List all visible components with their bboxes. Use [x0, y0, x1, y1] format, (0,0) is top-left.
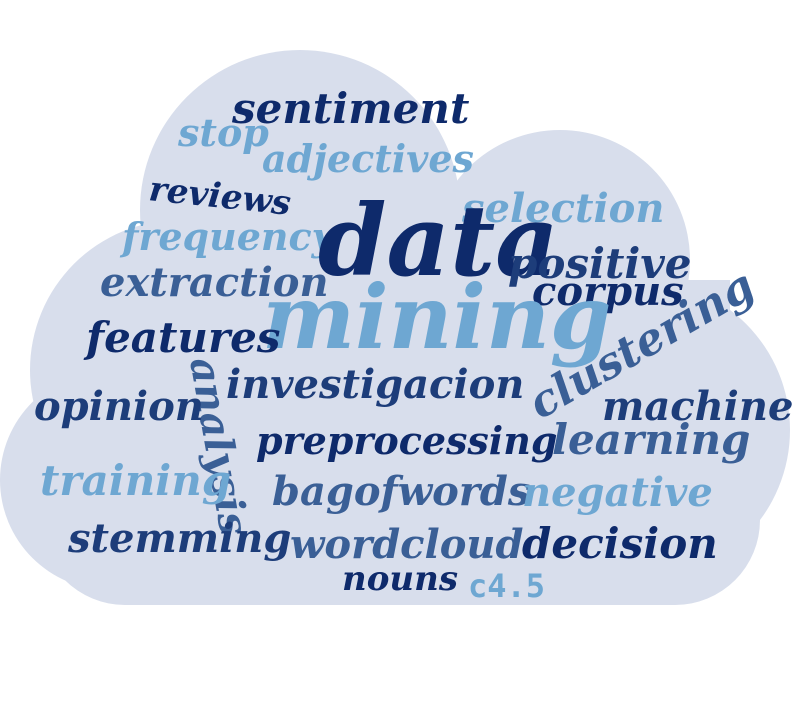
word-selection: selection	[461, 185, 664, 232]
word-wordcloud: wordcloud	[290, 521, 523, 568]
word-stemming: stemming	[67, 515, 291, 562]
word-bagofwords: bagofwords	[272, 468, 530, 515]
word-opinion: opinion	[34, 383, 204, 430]
words: sentiment stop adjectives reviews select…	[34, 84, 793, 605]
word-extraction: extraction	[100, 259, 329, 306]
word-sentiment: sentiment	[231, 84, 469, 133]
word-stop: stop	[177, 110, 269, 155]
word-positive: positive	[508, 239, 691, 288]
word-features: features	[83, 313, 280, 362]
word-mining: mining	[262, 265, 611, 369]
word-machine: machine	[602, 383, 793, 430]
word-corpus: corpus	[532, 268, 684, 315]
word-preprocessing: preprocessing	[256, 418, 557, 463]
word-decision: decision	[522, 519, 718, 568]
word-nouns: nouns	[342, 559, 458, 599]
cloud-shape	[0, 50, 790, 605]
word-learning: learning	[552, 415, 750, 464]
word-investigacion: investigacion	[226, 361, 524, 408]
word-training: training	[40, 456, 231, 505]
word-frequency: frequency	[119, 214, 337, 259]
word-data: data	[318, 184, 559, 299]
word-c4-5: c4.5	[468, 567, 545, 605]
word-negative: negative	[522, 469, 713, 516]
word-adjectives: adjectives	[262, 136, 474, 181]
